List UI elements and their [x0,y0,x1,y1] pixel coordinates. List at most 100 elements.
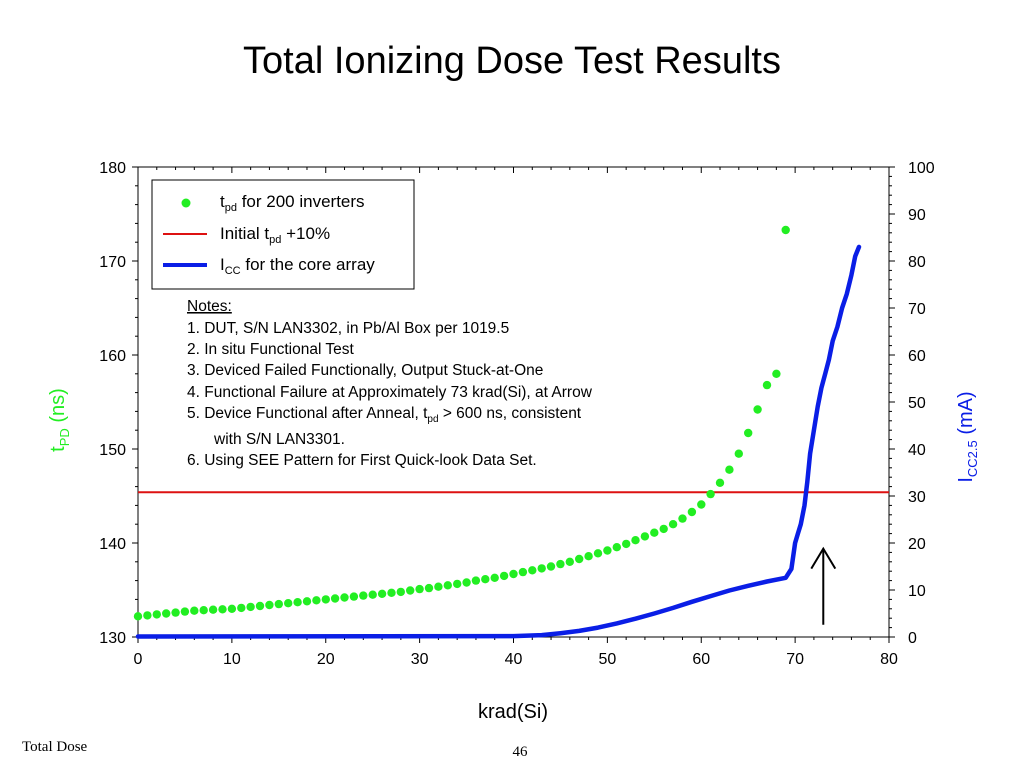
y-left-axis-title: tPD (ns) [47,388,72,452]
legend-icc-label-rest: for the core array [241,255,376,274]
tpd-layer [133,225,790,621]
tpd-point [330,594,340,603]
tpd-point [762,380,772,390]
tpd-point [368,590,377,599]
y-left-tick-label: 150 [99,442,126,459]
legend-tpd-label-rest: for 200 inverters [237,192,365,211]
tpd-point [293,598,302,607]
y-right-tick-label: 0 [908,630,917,647]
tpd-point [603,546,612,555]
x-axis-title: krad(Si) [478,701,548,723]
y-right-tick-label: 100 [908,160,935,177]
note-line-1: 1. DUT, S/N LAN3302, in Pb/Al Box per 10… [187,320,509,337]
tpd-point [396,587,405,597]
tpd-point [180,607,190,616]
tpd-point [424,583,434,593]
tpd-point [528,566,537,575]
legend-limit-label-sub: pd [269,234,281,246]
x-tick-label: 0 [134,651,143,668]
tpd-point [518,567,528,577]
tpd-point [227,604,237,613]
tpd-point [612,543,621,552]
tpd-point [171,608,180,617]
tpd-point [162,609,171,618]
tpd-point [650,528,659,537]
footer-section-label: Total Dose [22,739,88,755]
x-tick-label: 40 [505,651,523,668]
note-line-5-rest: > 600 ns, consistent [439,405,582,422]
note-line-6: 6. Using SEE Pattern for First Quick-loo… [187,452,537,469]
y-right-tick-label: 90 [908,207,926,224]
tpd-point [218,605,227,614]
tpd-point [443,581,452,590]
tpd-point [659,524,668,534]
y-right-axis-title-main: I [955,477,977,483]
x-tick-label: 70 [786,651,804,668]
tpd-point [265,600,274,610]
tpd-point [697,500,706,509]
tpd-point [499,571,509,581]
tpd-point [631,536,640,545]
tpd-point [593,549,603,558]
tpd-point [546,562,556,571]
tpd-point [678,514,687,523]
note-line-5: 5. Device Functional after Anneal, tpd >… [187,405,582,425]
legend-limit-label-rest: +10% [281,224,330,243]
tpd-point [575,554,584,564]
note-line-4: 4. Functional Failure at Approximately 7… [187,384,593,401]
tpd-point [471,576,481,585]
legend-tpd-label-sub: pd [225,202,237,214]
legend-tpd-label-main: t [220,192,225,211]
tpd-point [284,599,293,608]
y-right-tick-label: 40 [908,442,926,459]
legend-icc-label-main: I [220,255,225,274]
y-right-tick-label: 80 [908,254,926,271]
tpd-point [152,610,161,619]
tpd-point [349,592,359,601]
x-tick-label: 10 [223,651,241,668]
tpd-point [687,507,697,517]
tpd-point [387,588,396,597]
tpd-point [753,405,762,414]
slide-title: Total Ionizing Dose Test Results [243,40,781,82]
y-right-axis-title-rest: (mA) [955,391,977,440]
y-right-tick-label: 50 [908,395,926,412]
arrow-layer [810,546,837,625]
tpd-point [143,611,152,620]
tpd-point [772,369,781,378]
note-line-2: 2. In situ Functional Test [187,341,355,358]
tpd-point [359,591,368,600]
tpd-point [509,569,518,579]
y-left-axis-title-rest: (ns) [47,388,69,428]
tpd-point [453,579,462,589]
tpd-point [781,225,790,235]
tpd-point [622,539,631,549]
tpd-point [434,582,443,591]
ticks-layer: 0 10 20 30 40 50 60 70 80 130 140 150 160 170 180 0 10 20… [99,160,935,668]
y-left-tick-label: 140 [99,536,126,553]
tpd-point [537,564,546,573]
tpd-point [321,595,330,604]
icc-layer [135,244,862,639]
note-line-3: 3. Deviced Failed Functionally, Output S… [187,362,543,379]
tpd-point [302,597,312,606]
page-number: 46 [512,744,528,760]
tpd-point [237,603,246,613]
note-line-5-main: 5. Device Functional after Anneal, t [187,405,428,422]
y-right-tick-label: 30 [908,489,926,506]
tpd-point [340,593,349,602]
y-left-axis-title-main: t [47,446,69,452]
legend-tpd-label: tpd for 200 inverters [220,192,365,214]
x-tick-label: 80 [880,651,898,668]
tpd-point [565,557,574,566]
legend-limit-label: Initial tpd +10% [220,224,330,246]
legend-icc-label-sub: CC [225,265,241,277]
tpd-point [133,612,143,621]
tpd-point [734,449,743,458]
y-right-tick-label: 10 [908,583,926,600]
legend-icc-label: ICC for the core array [220,255,375,277]
y-right-tick-label: 60 [908,348,926,365]
legend-limit-label-main: Initial t [220,224,269,243]
x-tick-label: 30 [411,651,429,668]
